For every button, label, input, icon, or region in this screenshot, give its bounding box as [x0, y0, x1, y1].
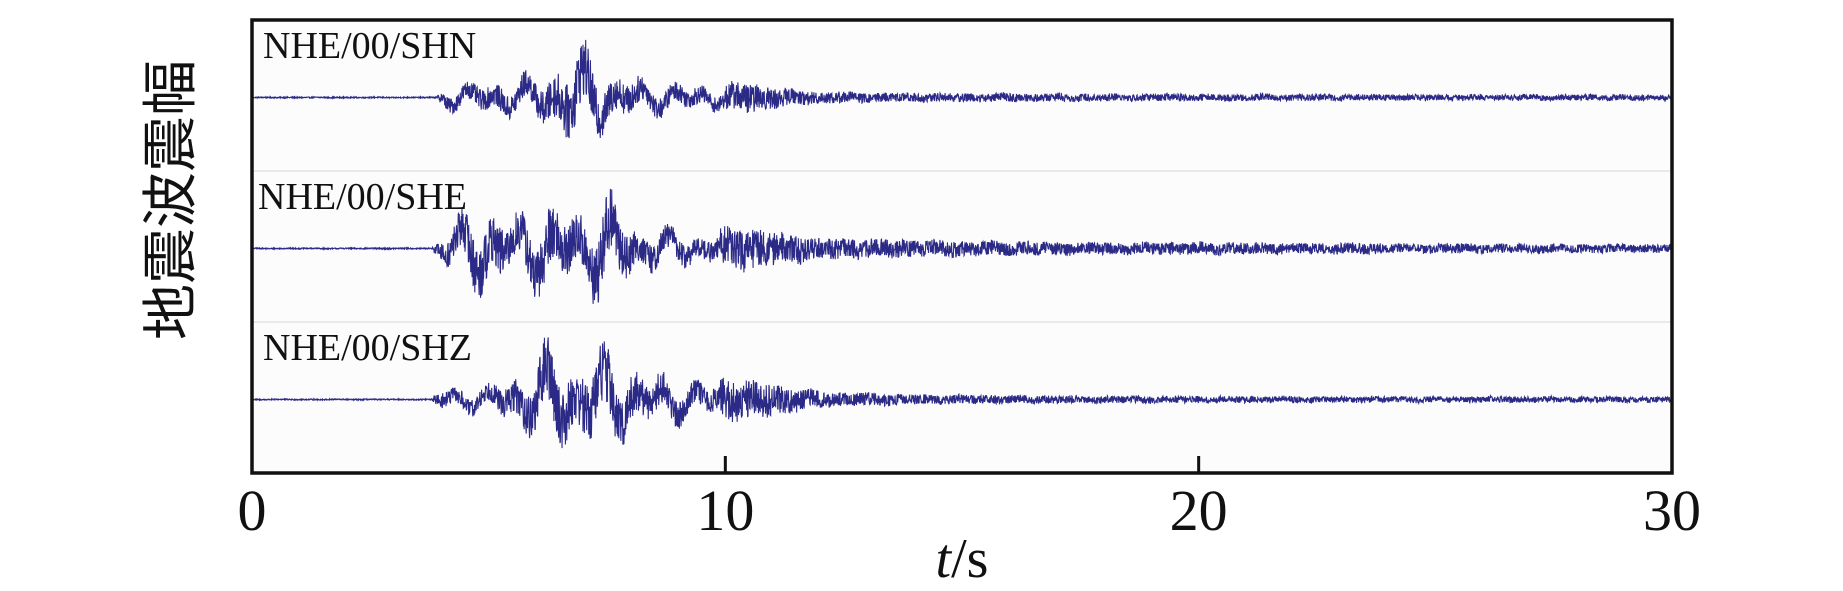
trace-label-shz: NHE/00/SHZ [263, 327, 472, 369]
trace-she [251, 188, 1673, 304]
trace-label-she: NHE/00/SHE [258, 176, 467, 218]
trace-shn [251, 39, 1673, 139]
x-axis-title-variable: t [936, 528, 953, 590]
y-axis-title: 地震波震幅 [139, 60, 204, 340]
x-axis-title-unit: /s [951, 528, 988, 590]
x-axis-tick-labels: 0 10 20 30 [238, 478, 1702, 543]
trace-shz [251, 337, 1673, 449]
plot-frame [250, 18, 1674, 475]
x-axis-title: t/s [936, 528, 989, 590]
x-axis-ticks [723, 456, 1201, 473]
x-tick-label-20: 20 [1170, 478, 1228, 543]
y-axis-title-group: 地震波震幅 [139, 60, 204, 340]
trace-separators [252, 170, 1672, 323]
x-tick-label-10: 10 [696, 478, 754, 543]
trace-labels: NHE/00/SHN NHE/00/SHE NHE/00/SHZ [258, 25, 476, 369]
x-tick-label-30: 30 [1643, 478, 1701, 543]
x-tick-label-0: 0 [238, 478, 267, 543]
trace-label-shn: NHE/00/SHN [263, 25, 476, 67]
seismogram-traces [251, 39, 1673, 449]
